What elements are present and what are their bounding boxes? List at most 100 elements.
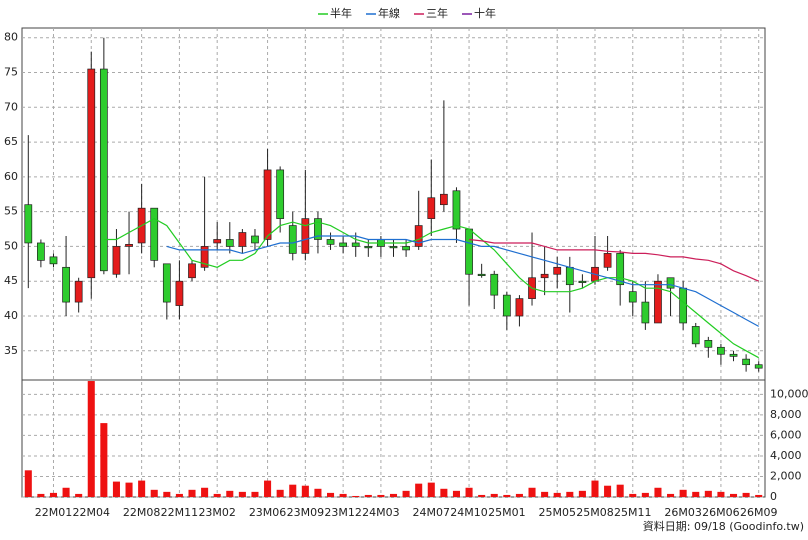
volume-bar — [339, 493, 347, 497]
x-tick-label: 25M08 — [576, 506, 614, 519]
volume-bar — [541, 491, 549, 497]
y-tick-label: 65 — [4, 135, 18, 148]
candle-body — [213, 239, 222, 244]
x-tick-label: 23M06 — [249, 506, 287, 519]
candle-body — [742, 358, 750, 366]
y2-tick-label: 0 — [770, 490, 777, 503]
y-tick-label: 70 — [4, 100, 18, 113]
volume-bar — [717, 491, 725, 497]
volume-bar — [226, 490, 234, 497]
x-tick-label: 24M10 — [450, 506, 488, 519]
volume-bar — [528, 487, 536, 497]
legend-label: 三年 — [426, 6, 448, 20]
x-tick-label: 23M02 — [198, 506, 236, 519]
candle-body — [691, 326, 700, 345]
volume-bar — [188, 489, 196, 497]
volume-bar — [377, 494, 385, 497]
candle-body — [402, 246, 410, 251]
candle-body — [729, 353, 738, 357]
volume-bar — [213, 493, 221, 497]
candle-body — [339, 242, 348, 247]
volume-bar — [465, 487, 473, 497]
volume-bar — [301, 485, 309, 497]
candle-body — [326, 239, 335, 245]
y2-tick-label: 8,000 — [770, 408, 802, 421]
candle-body — [515, 298, 524, 317]
candle-body — [301, 218, 310, 254]
x-tick-label: 23M09 — [287, 506, 325, 519]
candle-body — [238, 232, 247, 247]
volume-bar — [515, 493, 523, 497]
y2-tick-label: 6,000 — [770, 428, 802, 441]
x-tick-label: 26M06 — [702, 506, 740, 519]
candle-body — [666, 277, 675, 289]
volume-bar — [604, 485, 612, 497]
volume-bar — [415, 483, 423, 497]
candle-body — [49, 256, 58, 265]
candle-body — [641, 301, 650, 324]
x-tick-label: 26M03 — [664, 506, 702, 519]
x-tick-label: 22M01 — [35, 506, 73, 519]
volume-bar — [276, 489, 284, 497]
y2-tick-label: 10,000 — [770, 387, 808, 400]
x-tick-label: 24M03 — [362, 506, 400, 519]
volume-bar — [314, 488, 322, 497]
volume-bar — [37, 493, 45, 497]
candle-body — [704, 339, 713, 348]
candle-body — [754, 364, 763, 369]
candle-body — [175, 280, 184, 306]
volume-bar — [478, 494, 486, 497]
candle-body — [439, 193, 448, 206]
volume-bar — [251, 491, 259, 497]
candle-body — [427, 197, 436, 219]
volume-bar — [327, 492, 335, 497]
volume-bar — [100, 423, 108, 497]
volume-bar — [641, 492, 649, 497]
candle-body — [364, 246, 373, 249]
candle-body — [553, 266, 562, 275]
volume-bar — [364, 494, 372, 497]
candle-body — [74, 280, 83, 303]
volume-bar — [24, 470, 32, 497]
candle-body — [314, 218, 322, 240]
y-tick-label: 75 — [4, 66, 18, 79]
volume-bar — [125, 482, 133, 497]
y-tick-label: 80 — [4, 31, 18, 44]
volume-bar — [440, 488, 448, 497]
candle-body — [62, 266, 70, 303]
volume-bar — [490, 493, 498, 497]
candle-body — [540, 273, 549, 279]
legend-label: 十年 — [474, 6, 496, 20]
volume-bar — [138, 480, 146, 497]
volume-bar — [692, 491, 700, 497]
x-tick-label: 25M11 — [614, 506, 652, 519]
candle-body — [452, 190, 461, 230]
volume-bar — [427, 482, 435, 497]
x-tick-label: 24M07 — [413, 506, 451, 519]
candle-body — [603, 253, 612, 268]
candle-body — [162, 263, 171, 303]
candle-body — [251, 235, 259, 244]
volume-bar — [87, 381, 95, 497]
volume-bar — [264, 480, 272, 497]
ma-line — [103, 217, 759, 359]
volume-bar — [755, 494, 763, 497]
candle-body — [717, 346, 725, 355]
candle-body — [465, 228, 473, 275]
y-tick-label: 35 — [4, 344, 18, 357]
volume-bar — [566, 491, 574, 497]
x-tick-label: 25M01 — [488, 506, 526, 519]
x-tick-label: 22M04 — [73, 506, 111, 519]
x-tick-label: 22M08 — [123, 506, 161, 519]
volume-bar — [389, 493, 398, 497]
candle-body — [628, 291, 637, 303]
candle-body — [276, 169, 285, 219]
legend-label: 半年 — [330, 6, 352, 20]
candle-body — [24, 204, 33, 244]
candle-body — [565, 266, 574, 286]
candle-body — [654, 280, 662, 324]
x-tick-label: 23M12 — [324, 506, 362, 519]
candle-body — [150, 207, 159, 261]
